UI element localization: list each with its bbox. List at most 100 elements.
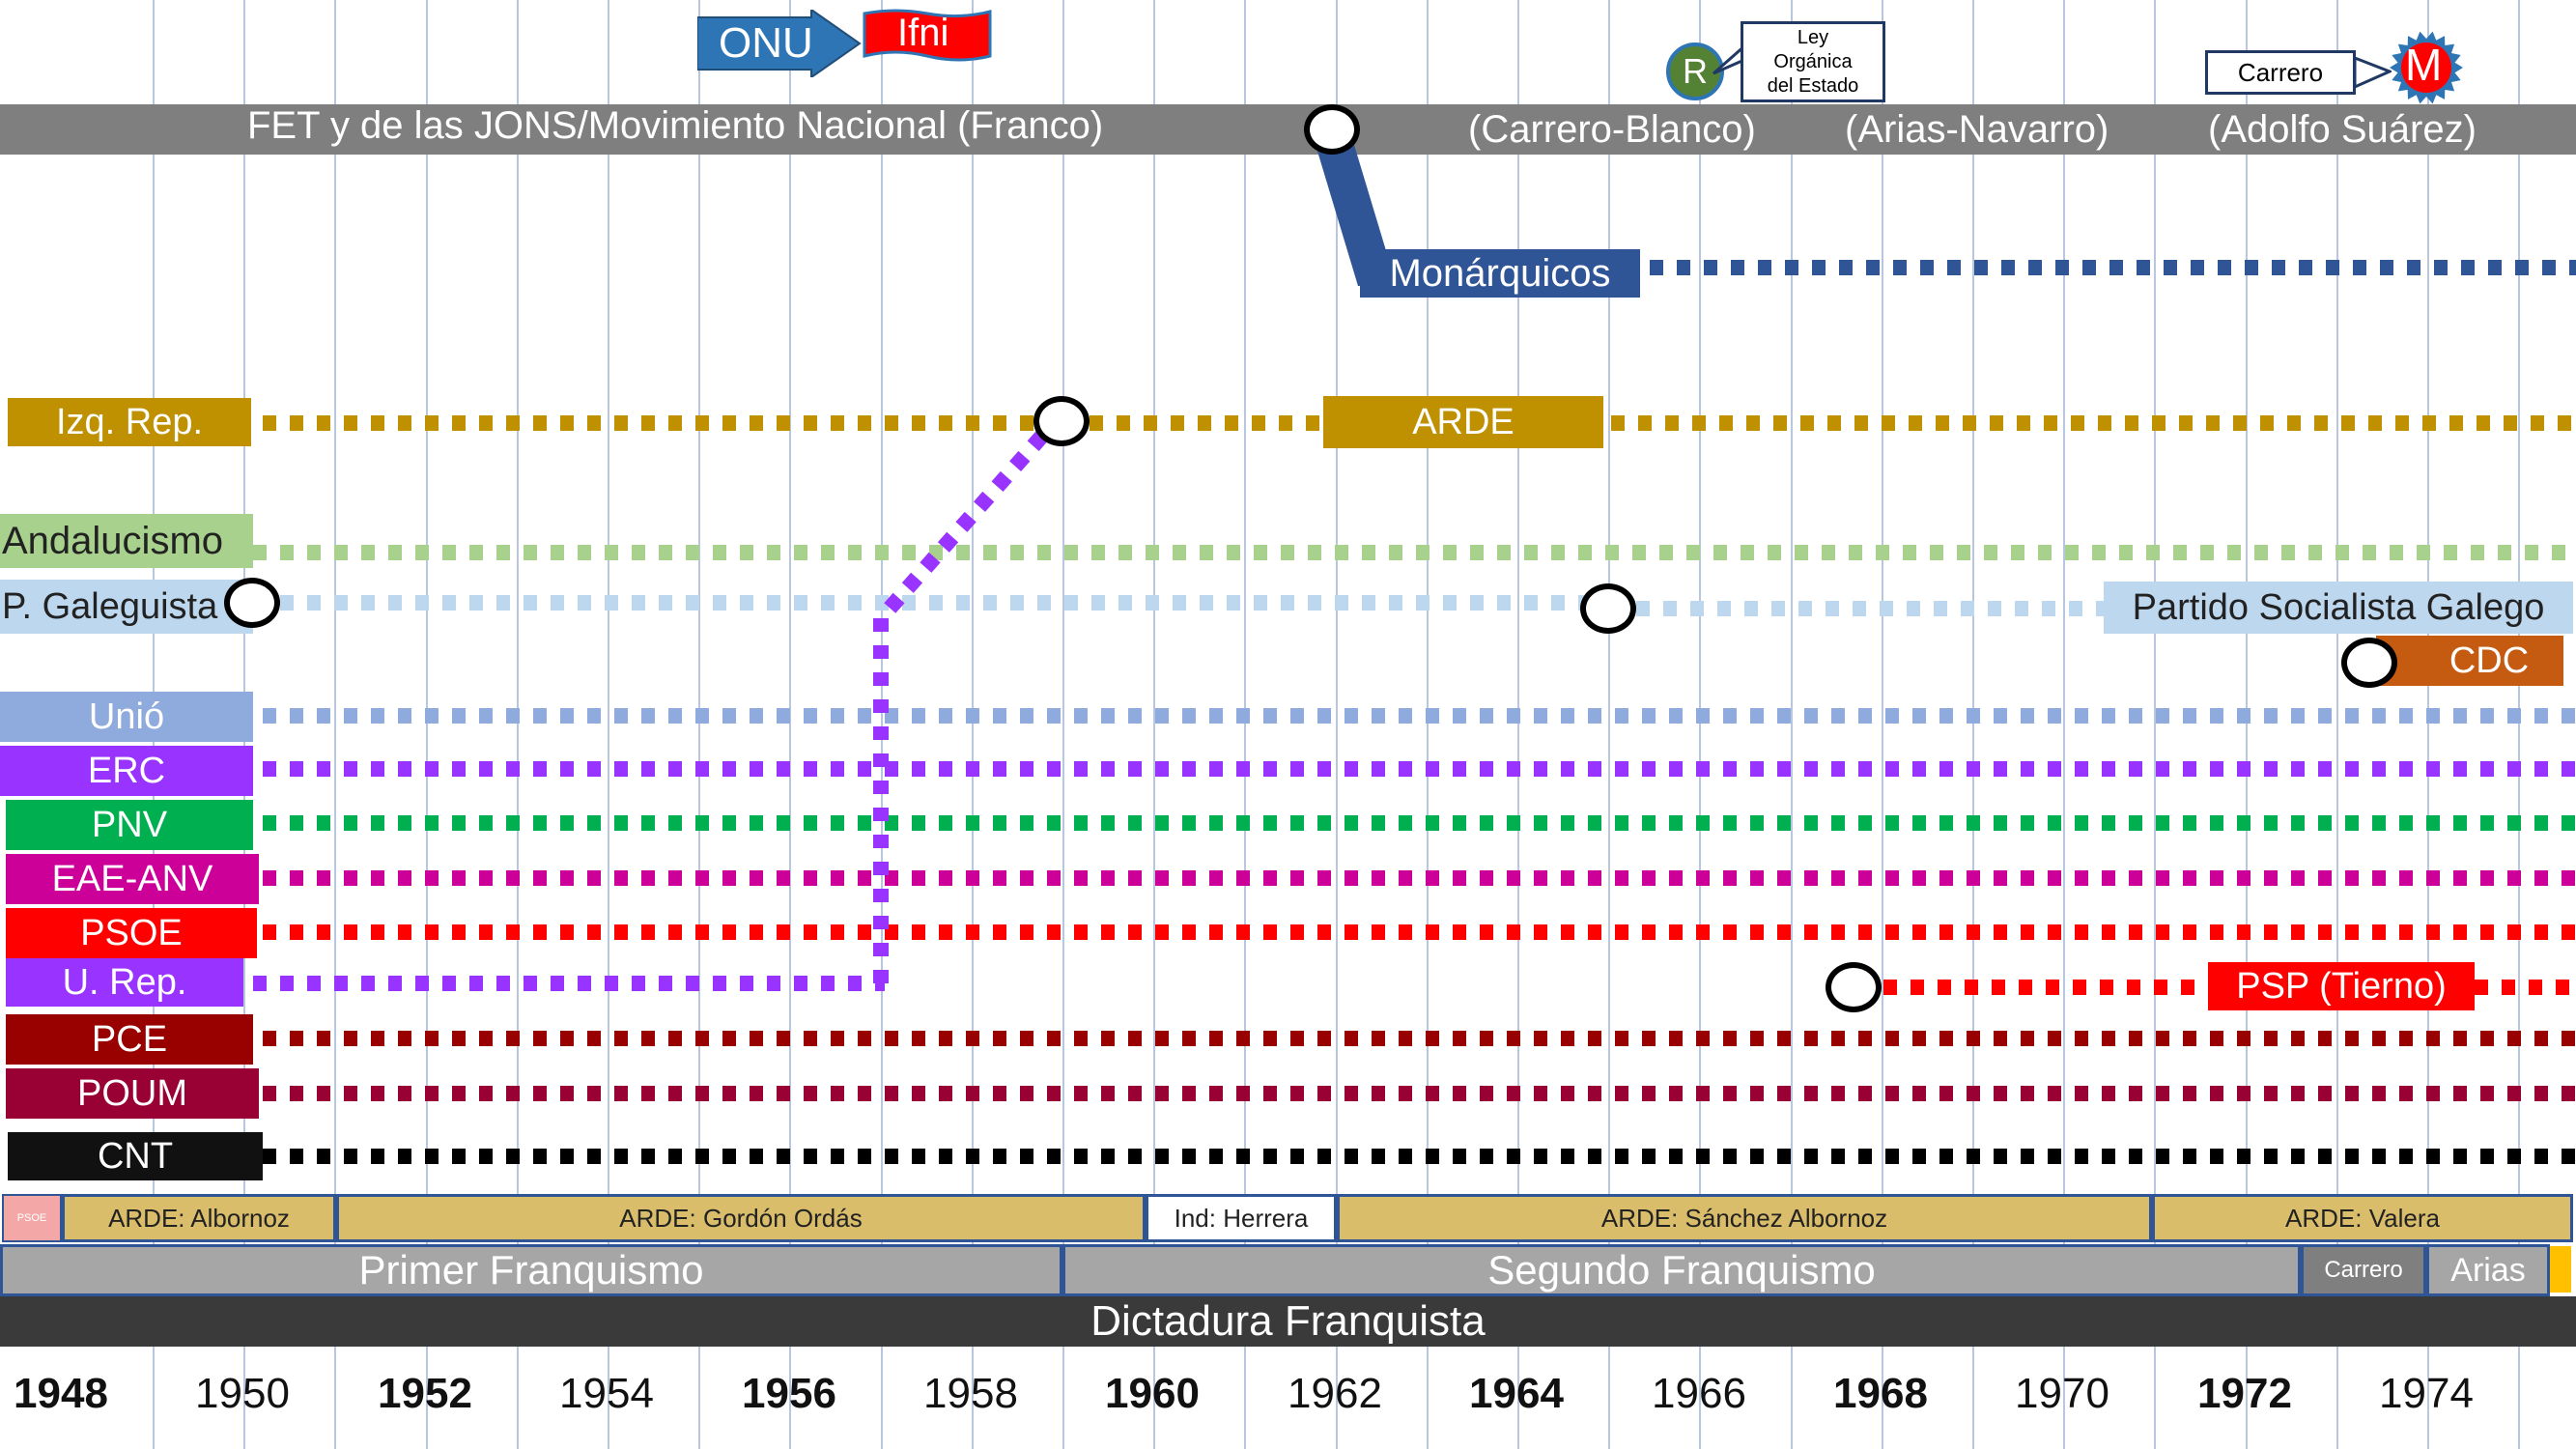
grid-line <box>2063 0 2065 1449</box>
eae-bar: EAE-ANV <box>6 854 259 904</box>
period-carrero-label: Carrero <box>2324 1257 2403 1283</box>
monarquicos-label: Monárquicos <box>1389 251 1611 295</box>
movimiento-phase-suarez: (Adolfo Suárez) <box>2208 108 2477 151</box>
ley-line-3: del Estado <box>1767 75 1859 97</box>
year-label: 1954 <box>559 1370 654 1417</box>
grid-line <box>1608 0 1610 1449</box>
gov-gordon-ordas: ARDE: Gordón Ordás <box>336 1194 1146 1242</box>
grid-line <box>1791 0 1793 1449</box>
grid-line <box>1972 0 1974 1449</box>
cdc-label: CDC <box>2449 639 2530 681</box>
gov-sanchez-albornoz: ARDE: Sánchez Albornoz <box>1337 1194 2152 1242</box>
grid-line <box>1153 0 1155 1449</box>
u-rep-merge-path <box>873 429 1049 983</box>
galeguista-label: P. Galeguista <box>2 585 218 627</box>
grid-line <box>1882 0 1883 1449</box>
psp-bar: PSP (Tierno) <box>2208 962 2475 1010</box>
year-label: 1972 <box>2197 1370 2292 1417</box>
galeguista-event-circle-2 <box>1580 583 1636 634</box>
grid-line <box>2246 0 2248 1449</box>
period-primer-franquismo: Primer Franquismo <box>0 1244 1062 1296</box>
psp-label: PSP (Tierno) <box>2236 965 2447 1007</box>
ifni-flag: Ifni <box>863 8 992 62</box>
cnt-bar: CNT <box>8 1132 263 1180</box>
monarquicos-origin-circle <box>1304 104 1360 155</box>
psoe-bar: PSOE <box>6 908 257 958</box>
cdc-bar: CDC <box>2376 636 2563 686</box>
galeguista-event-circle <box>224 578 280 628</box>
gov-valera-label: ARDE: Valera <box>2285 1203 2440 1233</box>
izq-rep-label: Izq. Rep. <box>55 401 204 442</box>
period-transition-marker <box>2550 1246 2571 1293</box>
period-segundo-franquismo: Segundo Franquismo <box>1062 1244 2301 1296</box>
cnt-label: CNT <box>97 1135 174 1177</box>
erc-bar: ERC <box>0 746 253 796</box>
unio-bar: Unió <box>0 692 253 742</box>
gov-herrera-label: Ind: Herrera <box>1174 1203 1309 1233</box>
ley-line-2: Orgánica <box>1773 51 1853 72</box>
period-dictadura: Dictadura Franquista <box>0 1296 2576 1347</box>
movimiento-phase-carrero: (Carrero-Blanco) <box>1468 108 1756 151</box>
ifni-label: Ifni <box>897 12 949 54</box>
grid-line <box>2427 0 2429 1449</box>
year-label: 1958 <box>923 1370 1018 1417</box>
period-arias-label: Arias <box>2450 1251 2526 1289</box>
arde-bar: ARDE <box>1323 396 1603 448</box>
grid-line <box>426 0 428 1449</box>
psg-bar: Partido Socialista Galego <box>2104 582 2573 634</box>
eae-label: EAE-ANV <box>51 858 213 899</box>
ley-organica-callout: Ley Orgánica del Estado <box>1741 21 1885 102</box>
gov-gordon-ordas-label: ARDE: Gordón Ordás <box>619 1203 863 1233</box>
grid-line <box>2154 0 2156 1449</box>
carrero-callout-label: Carrero <box>2237 57 2324 87</box>
m-badge-label: M <box>2405 40 2443 90</box>
m-badge-core <box>2401 43 2451 93</box>
gov-psoe-label: PSOE <box>16 1212 47 1224</box>
grid-line <box>1427 0 1429 1449</box>
year-label: 1956 <box>742 1370 836 1417</box>
monarquicos-connector <box>1310 126 1397 286</box>
izq-rep-bar: Izq. Rep. <box>8 398 251 446</box>
period-arias: Arias <box>2426 1244 2550 1296</box>
movimiento-phase-arias: (Arias-Navarro) <box>1845 108 2109 151</box>
dotted-lines <box>253 260 2576 1164</box>
onu-arrow-shape <box>696 8 862 79</box>
grid-line <box>789 0 791 1449</box>
cdc-event-circle <box>2341 638 2397 688</box>
u-rep-label: U. Rep. <box>62 961 187 1003</box>
pce-label: PCE <box>91 1018 168 1060</box>
psg-label: Partido Socialista Galego <box>2132 586 2545 628</box>
year-label: 1960 <box>1105 1370 1200 1417</box>
poum-bar: POUM <box>6 1068 259 1119</box>
grid-line <box>608 0 609 1449</box>
gov-herrera: Ind: Herrera <box>1146 1194 1337 1242</box>
grid-line <box>881 0 883 1449</box>
movimiento-bar <box>0 104 2576 155</box>
erc-label: ERC <box>87 750 166 791</box>
pnv-label: PNV <box>91 804 168 845</box>
ifni-flag-shape <box>863 9 992 62</box>
grid-line <box>2336 0 2338 1449</box>
gov-sanchez-albornoz-label: ARDE: Sánchez Albornoz <box>1600 1203 1888 1233</box>
poum-label: POUM <box>77 1072 187 1114</box>
period-dictadura-label: Dictadura Franquista <box>1090 1297 1486 1345</box>
pnv-bar: PNV <box>6 800 253 850</box>
onu-arrow: ONU <box>696 8 862 79</box>
year-label: 1974 <box>2379 1370 2474 1417</box>
carrero-callout: Carrero <box>2205 50 2356 95</box>
period-segundo-label: Segundo Franquismo <box>1487 1247 1876 1293</box>
year-label: 1950 <box>195 1370 290 1417</box>
grid-line <box>1062 0 1064 1449</box>
year-label: 1970 <box>2015 1370 2109 1417</box>
gov-albornoz: ARDE: Albornoz <box>62 1194 336 1242</box>
onu-label: ONU <box>719 19 813 67</box>
m-badge-star <box>2390 31 2463 104</box>
year-label: 1952 <box>378 1370 472 1417</box>
year-label: 1962 <box>1288 1370 1382 1417</box>
r-badge-label: R <box>1683 51 1708 91</box>
u-rep-bar: U. Rep. <box>6 958 243 1007</box>
ley-line-1: Ley <box>1797 27 1829 48</box>
gov-psoe: PSOE <box>2 1194 62 1242</box>
izq-rep-event-circle <box>1033 396 1090 446</box>
pce-bar: PCE <box>6 1014 253 1065</box>
